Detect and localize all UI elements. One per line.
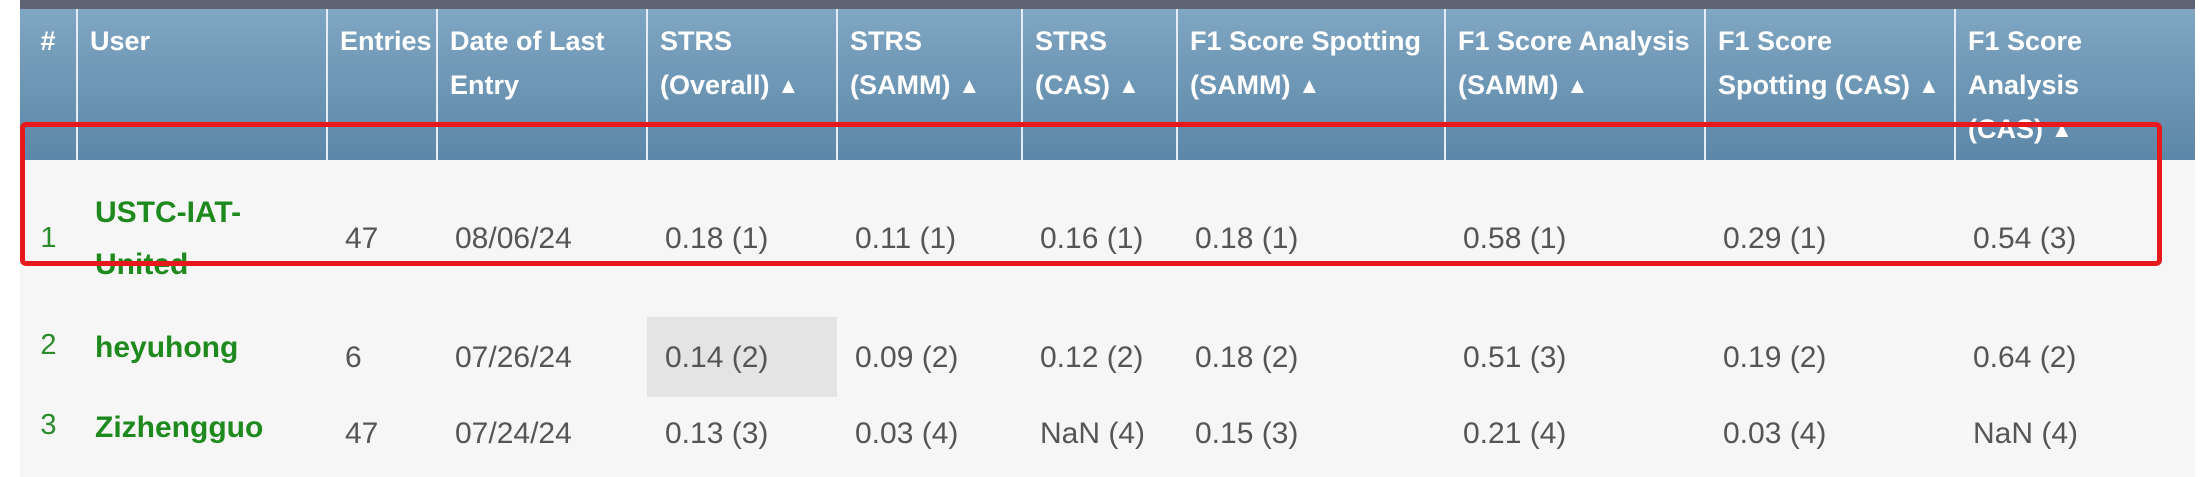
column-header-strs-overall[interactable]: STRS (Overall) ▲ — [647, 9, 838, 160]
user-link[interactable]: Zizhengguo — [95, 411, 264, 444]
sort-ascending-icon[interactable]: ▲ — [1298, 73, 1321, 98]
strs-overall-cell: 0.13 (3) — [647, 397, 837, 477]
sort-ascending-icon[interactable]: ▲ — [1566, 73, 1589, 98]
header-row: # User Entries Date of Last Entry STRS (… — [20, 9, 2195, 160]
f1-analysis-cas-cell: NaN (4) — [1955, 397, 2195, 477]
column-header-f1-spotting-cas[interactable]: F1 Score Spotting (CAS) ▲ — [1705, 9, 1956, 160]
column-header-rank: # — [20, 9, 78, 160]
strs-cas-cell: NaN (4) — [1022, 397, 1177, 477]
f1-spotting-samm-cell: 0.18 (1) — [1177, 160, 1445, 317]
rank-cell: 3 — [20, 397, 77, 477]
strs-samm-cell: 0.09 (2) — [837, 317, 1022, 397]
sort-ascending-icon[interactable]: ▲ — [958, 73, 981, 98]
rank-cell: 2 — [20, 317, 77, 397]
sort-ascending-icon[interactable]: ▲ — [1118, 73, 1140, 98]
user-cell: Zizhengguo — [77, 397, 327, 477]
f1-analysis-samm-cell: 0.51 (3) — [1445, 317, 1705, 397]
strs-cas-cell: 0.16 (1) — [1022, 160, 1177, 317]
entries-cell: 47 — [327, 397, 437, 477]
column-header-f1-spotting-samm[interactable]: F1 Score Spotting (SAMM) ▲ — [1177, 9, 1446, 160]
sort-ascending-icon[interactable]: ▲ — [1917, 73, 1940, 98]
table-row: 1 USTC-IAT-United 47 08/06/24 0.18 (1) 0… — [20, 160, 2195, 317]
column-header-f1-analysis-samm[interactable]: F1 Score Analysis (SAMM) ▲ — [1445, 9, 1706, 160]
f1-analysis-samm-cell: 0.21 (4) — [1445, 397, 1705, 477]
f1-spotting-samm-cell: 0.18 (2) — [1177, 317, 1445, 397]
date-cell: 08/06/24 — [437, 160, 647, 317]
sort-ascending-icon[interactable]: ▲ — [777, 73, 800, 98]
entries-cell: 6 — [327, 317, 437, 397]
column-header-f1-analysis-cas[interactable]: F1 Score Analysis (CAS) ▲ — [1955, 9, 2195, 160]
user-cell: heyuhong — [77, 317, 327, 397]
column-header-strs-samm[interactable]: STRS (SAMM) ▲ — [837, 9, 1023, 160]
strs-cas-cell: 0.12 (2) — [1022, 317, 1177, 397]
user-link[interactable]: USTC-IAT-United — [95, 195, 242, 281]
entries-cell: 47 — [327, 160, 437, 317]
leaderboard-table: # User Entries Date of Last Entry STRS (… — [20, 9, 2195, 477]
table-row: 2 heyuhong 6 07/26/24 0.14 (2) 0.09 (2) … — [20, 317, 2195, 397]
date-cell: 07/24/24 — [437, 397, 647, 477]
date-cell: 07/26/24 — [437, 317, 647, 397]
column-header-entries: Entries — [327, 9, 438, 160]
sort-ascending-icon[interactable]: ▲ — [2051, 117, 2073, 142]
top-band — [20, 0, 2195, 9]
column-header-user: User — [77, 9, 328, 160]
table-row: 3 Zizhengguo 47 07/24/24 0.13 (3) 0.03 (… — [20, 397, 2195, 477]
user-cell: USTC-IAT-United — [77, 160, 327, 317]
f1-spotting-samm-cell: 0.15 (3) — [1177, 397, 1445, 477]
strs-samm-cell: 0.03 (4) — [837, 397, 1022, 477]
f1-spotting-cas-cell: 0.03 (4) — [1705, 397, 1955, 477]
strs-overall-cell: 0.18 (1) — [647, 160, 837, 317]
f1-analysis-cas-cell: 0.64 (2) — [1955, 317, 2195, 397]
f1-analysis-cas-cell: 0.54 (3) — [1955, 160, 2195, 317]
f1-analysis-samm-cell: 0.58 (1) — [1445, 160, 1705, 317]
column-header-strs-cas[interactable]: STRS (CAS) ▲ — [1022, 9, 1178, 160]
leaderboard: # User Entries Date of Last Entry STRS (… — [20, 0, 2195, 477]
f1-spotting-cas-cell: 0.19 (2) — [1705, 317, 1955, 397]
column-header-date: Date of Last Entry — [437, 9, 648, 160]
f1-spotting-cas-cell: 0.29 (1) — [1705, 160, 1955, 317]
strs-overall-cell: 0.14 (2) — [647, 317, 837, 397]
user-link[interactable]: heyuhong — [95, 331, 239, 364]
strs-samm-cell: 0.11 (1) — [837, 160, 1022, 317]
rank-cell: 1 — [20, 160, 77, 317]
